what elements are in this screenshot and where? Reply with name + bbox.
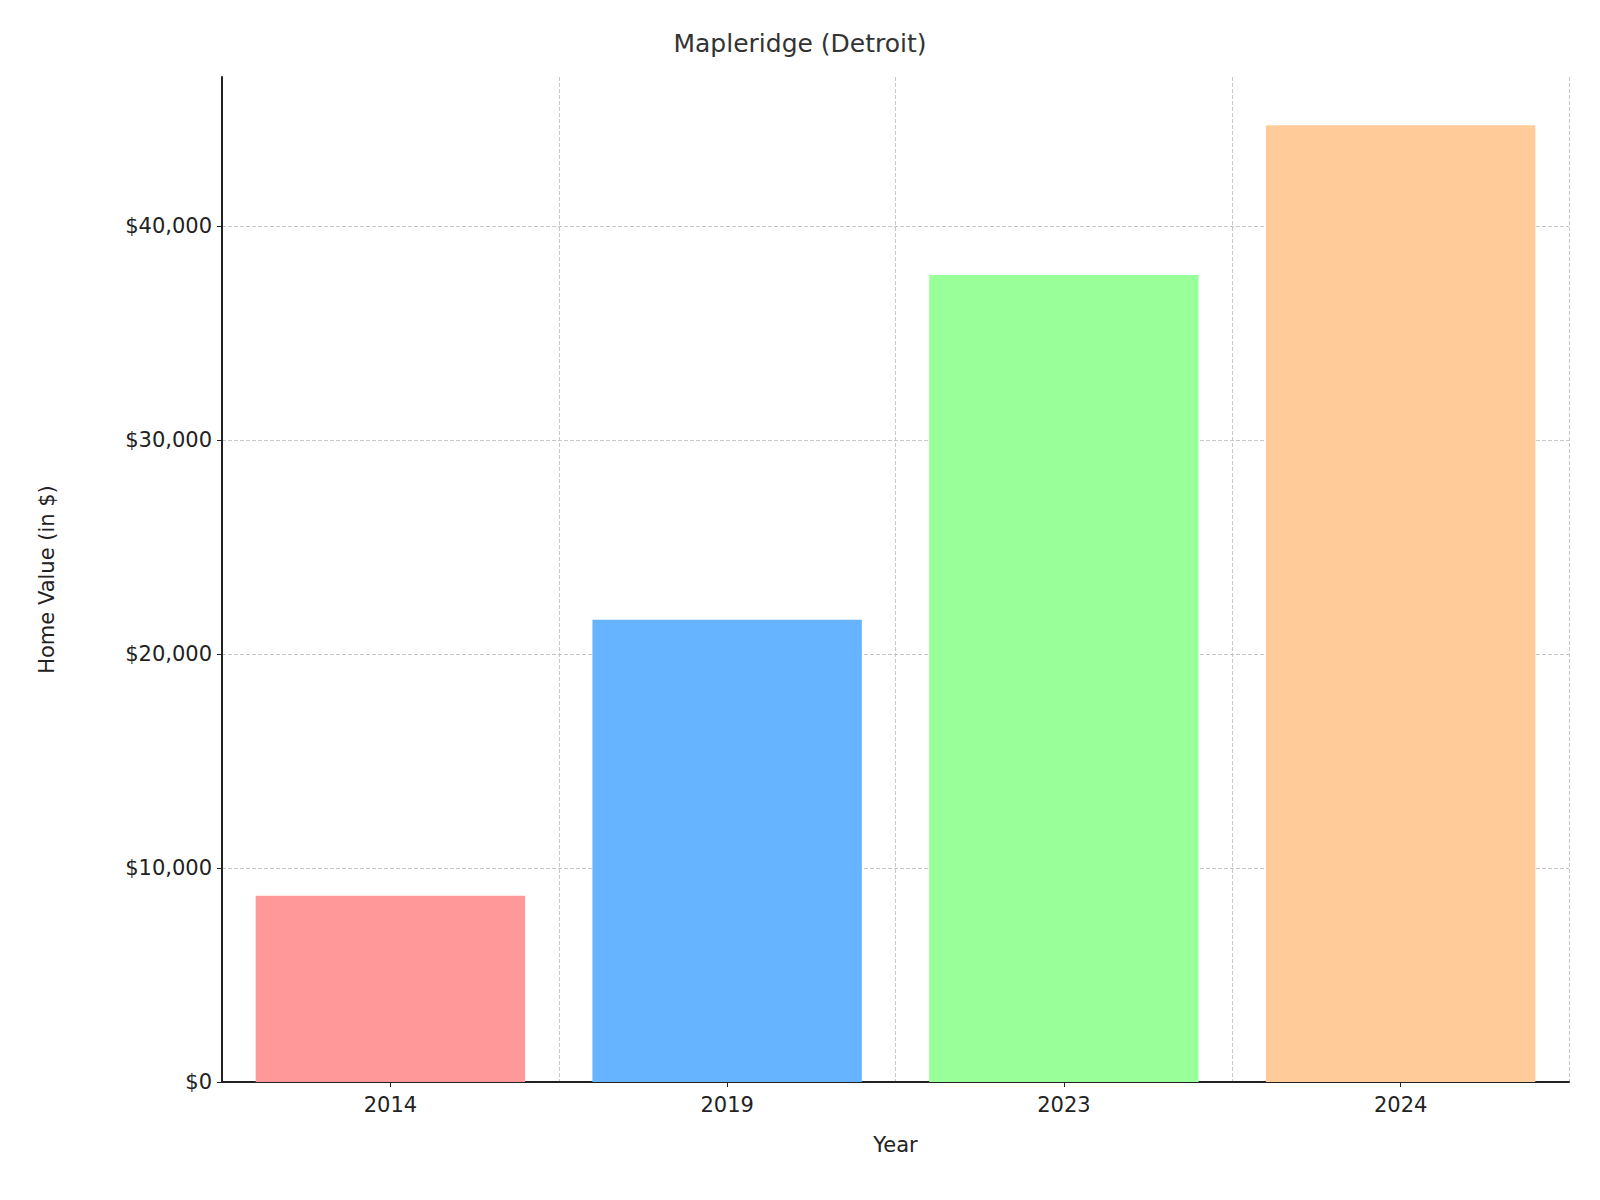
svg-text:Year: Year — [872, 1133, 918, 1157]
svg-text:Home Value (in $): Home Value (in $) — [35, 485, 59, 674]
svg-text:$30,000: $30,000 — [125, 428, 212, 452]
svg-text:$0: $0 — [185, 1070, 212, 1094]
svg-text:$10,000: $10,000 — [125, 856, 212, 880]
svg-text:2019: 2019 — [700, 1093, 753, 1117]
svg-text:Mapleridge (Detroit): Mapleridge (Detroit) — [673, 29, 926, 58]
svg-text:2024: 2024 — [1374, 1093, 1427, 1117]
svg-text:2023: 2023 — [1037, 1093, 1090, 1117]
svg-text:2014: 2014 — [364, 1093, 417, 1117]
svg-text:$40,000: $40,000 — [125, 214, 212, 238]
svg-text:$20,000: $20,000 — [125, 642, 212, 666]
